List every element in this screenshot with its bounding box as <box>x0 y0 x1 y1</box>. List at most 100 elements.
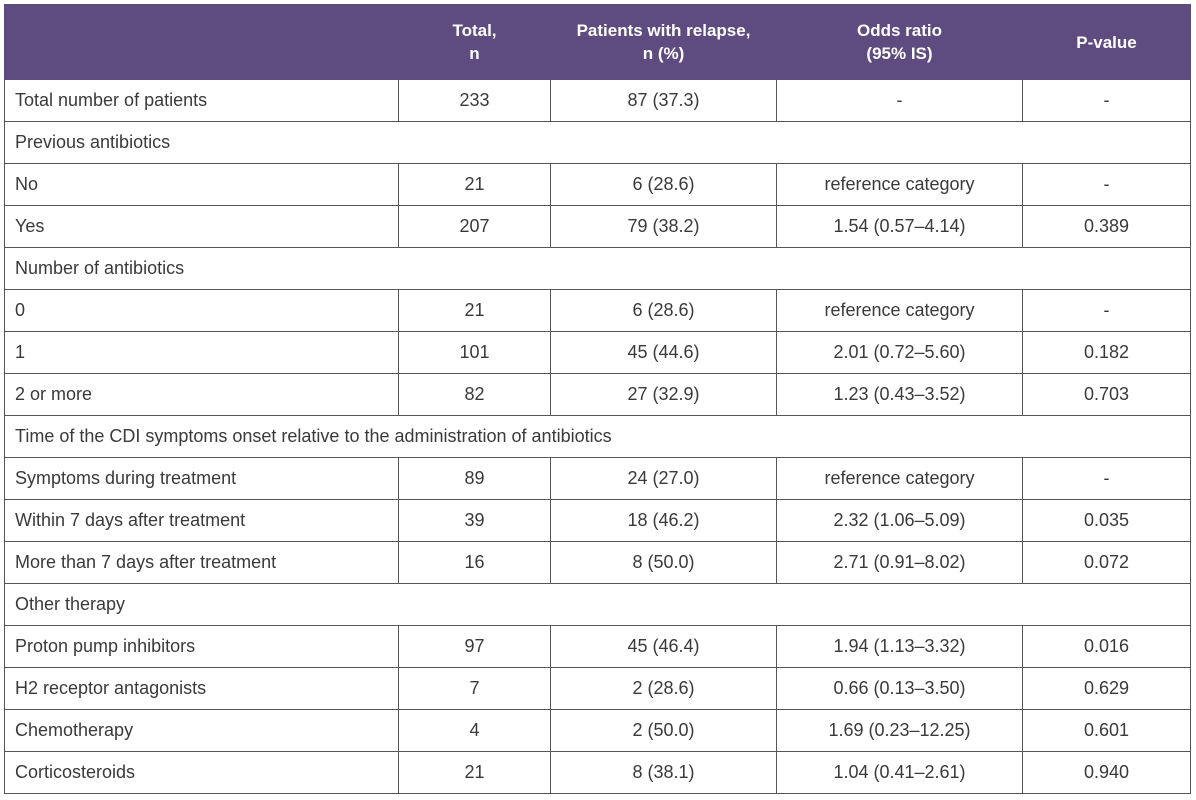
cell-odds-ratio: reference category <box>776 457 1023 500</box>
table-row: Proton pump inhibitors 97 45 (46.4) 1.94 (1… <box>4 625 1191 668</box>
row-label: Within 7 days after treatment <box>4 499 399 542</box>
cell-relapse: 24 (27.0) <box>550 457 777 500</box>
table-row: 2 or more 82 27 (32.9) 1.23 (0.43–3.52) 0.70… <box>4 373 1191 416</box>
cell-odds-ratio: 2.32 (1.06–5.09) <box>776 499 1023 542</box>
table-body: Total number of patients 233 87 (37.3) - - Pr… <box>4 79 1191 794</box>
cell-p-value: 0.072 <box>1022 541 1191 584</box>
table-header-row: Total, n Patients with relapse, n (%) Od… <box>4 4 1191 80</box>
cell-relapse: 2 (50.0) <box>550 709 777 752</box>
row-label: H2 receptor antagonists <box>4 667 399 710</box>
cell-total: 4 <box>398 709 551 752</box>
row-label: 1 <box>4 331 399 374</box>
table-container: Total, n Patients with relapse, n (%) Od… <box>4 4 1191 794</box>
table-row: More than 7 days after treatment 16 8 (50.… <box>4 541 1191 584</box>
cell-p-value: 0.629 <box>1022 667 1191 710</box>
row-label: 2 or more <box>4 373 399 416</box>
cell-p-value: 0.016 <box>1022 625 1191 668</box>
table-section-row: Previous antibiotics <box>4 121 1191 164</box>
cell-total: 16 <box>398 541 551 584</box>
cell-odds-ratio: 1.69 (0.23–12.25) <box>776 709 1023 752</box>
cell-odds-ratio: reference category <box>776 289 1023 332</box>
cell-odds-ratio: 1.54 (0.57–4.14) <box>776 205 1023 248</box>
cell-p-value: 0.035 <box>1022 499 1191 542</box>
row-label: Total number of patients <box>4 79 399 122</box>
section-heading: Other therapy <box>4 583 1191 626</box>
row-label: Yes <box>4 205 399 248</box>
cell-relapse: 79 (38.2) <box>550 205 777 248</box>
cell-relapse: 6 (28.6) <box>550 163 777 206</box>
header-odds-ratio-line1: Odds ratio <box>856 21 942 40</box>
header-total: Total, n <box>398 4 551 80</box>
table-row: No 21 6 (28.6) reference category - <box>4 163 1191 206</box>
cell-p-value: - <box>1022 457 1191 500</box>
cell-odds-ratio: 1.23 (0.43–3.52) <box>776 373 1023 416</box>
cell-odds-ratio: reference category <box>776 163 1023 206</box>
cell-total: 82 <box>398 373 551 416</box>
cell-relapse: 27 (32.9) <box>550 373 777 416</box>
header-odds-ratio-line2: (95% IS) <box>866 44 933 63</box>
cell-relapse: 45 (46.4) <box>550 625 777 668</box>
cell-odds-ratio: 2.01 (0.72–5.60) <box>776 331 1023 374</box>
table-row: H2 receptor antagonists 7 2 (28.6) 0.66 (0.… <box>4 667 1191 710</box>
table-row: Chemotherapy 4 2 (50.0) 1.69 (0.23–12.25) 0.… <box>4 709 1191 752</box>
header-odds-ratio: Odds ratio (95% IS) <box>776 4 1023 80</box>
header-total-line1: Total, <box>452 21 497 40</box>
table-row: Yes 207 79 (38.2) 1.54 (0.57–4.14) 0.389 <box>4 205 1191 248</box>
cell-total: 97 <box>398 625 551 668</box>
cell-total: 39 <box>398 499 551 542</box>
section-heading: Time of the CDI symptoms onset relative … <box>4 415 1191 458</box>
header-relapse: Patients with relapse, n (%) <box>550 4 777 80</box>
cell-total: 21 <box>398 163 551 206</box>
header-label-column <box>4 4 399 80</box>
cell-odds-ratio: 1.04 (0.41–2.61) <box>776 751 1023 794</box>
cell-total: 7 <box>398 667 551 710</box>
row-label: More than 7 days after treatment <box>4 541 399 584</box>
header-relapse-line2: n (%) <box>642 44 685 63</box>
cell-odds-ratio: 0.66 (0.13–3.50) <box>776 667 1023 710</box>
cell-p-value: 0.940 <box>1022 751 1191 794</box>
table-row: Total number of patients 233 87 (37.3) - - <box>4 79 1191 122</box>
table-section-row: Other therapy <box>4 583 1191 626</box>
cell-p-value: - <box>1022 289 1191 332</box>
cell-relapse: 8 (50.0) <box>550 541 777 584</box>
cell-total: 21 <box>398 289 551 332</box>
cell-p-value: - <box>1022 79 1191 122</box>
cell-p-value: 0.389 <box>1022 205 1191 248</box>
cell-total: 21 <box>398 751 551 794</box>
header-relapse-line1: Patients with relapse, <box>576 21 751 40</box>
cell-relapse: 18 (46.2) <box>550 499 777 542</box>
table-row: Within 7 days after treatment 39 18 (46.2)… <box>4 499 1191 542</box>
cell-relapse: 2 (28.6) <box>550 667 777 710</box>
cell-relapse: 6 (28.6) <box>550 289 777 332</box>
cell-odds-ratio: 1.94 (1.13–3.32) <box>776 625 1023 668</box>
row-label: Proton pump inhibitors <box>4 625 399 668</box>
section-heading: Number of antibiotics <box>4 247 1191 290</box>
cell-odds-ratio: - <box>776 79 1023 122</box>
row-label: Corticosteroids <box>4 751 399 794</box>
cell-total: 233 <box>398 79 551 122</box>
cell-relapse: 45 (44.6) <box>550 331 777 374</box>
header-p-value: P-value <box>1022 4 1191 80</box>
row-label: 0 <box>4 289 399 332</box>
row-label: Symptoms during treatment <box>4 457 399 500</box>
row-label: Chemotherapy <box>4 709 399 752</box>
cell-p-value: 0.601 <box>1022 709 1191 752</box>
cell-p-value: 0.182 <box>1022 331 1191 374</box>
cell-total: 207 <box>398 205 551 248</box>
table-row: Corticosteroids 21 8 (38.1) 1.04 (0.41–2.61… <box>4 751 1191 794</box>
cell-relapse: 87 (37.3) <box>550 79 777 122</box>
table-row: 0 21 6 (28.6) reference category - <box>4 289 1191 332</box>
cell-total: 101 <box>398 331 551 374</box>
row-label: No <box>4 163 399 206</box>
header-total-line2: n <box>469 44 480 63</box>
table-section-row: Number of antibiotics <box>4 247 1191 290</box>
cell-odds-ratio: 2.71 (0.91–8.02) <box>776 541 1023 584</box>
relapse-risk-table: Total, n Patients with relapse, n (%) Od… <box>4 4 1191 794</box>
table-row: Symptoms during treatment 89 24 (27.0) refe… <box>4 457 1191 500</box>
section-heading: Previous antibiotics <box>4 121 1191 164</box>
cell-p-value: 0.703 <box>1022 373 1191 416</box>
cell-total: 89 <box>398 457 551 500</box>
cell-p-value: - <box>1022 163 1191 206</box>
cell-relapse: 8 (38.1) <box>550 751 777 794</box>
table-section-row: Time of the CDI symptoms onset relative … <box>4 415 1191 458</box>
